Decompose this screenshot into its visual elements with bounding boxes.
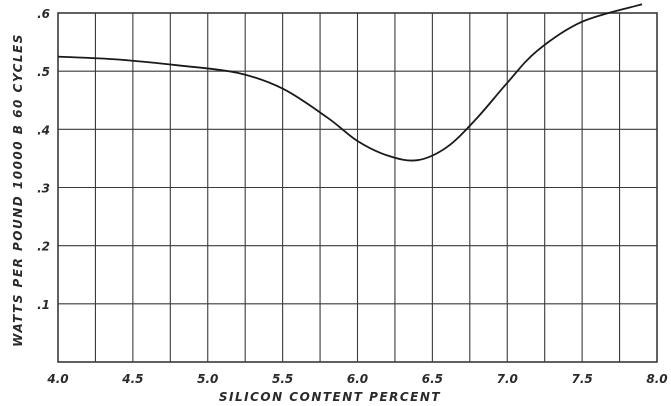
grid: [57, 12, 658, 363]
x-tick-label: 4.0: [46, 372, 68, 386]
series-line: [57, 3, 643, 162]
tick-labels: 4.0 4.5 5.0 5.5 6.0 6.5 7.0 7.5 8.0 .1 .2 .3 .4 .5 .6: [37, 7, 668, 386]
x-tick-label: 4.5: [121, 372, 143, 386]
x-tick-label: 7.5: [571, 372, 592, 386]
x-tick-label: 8.0: [646, 372, 667, 386]
x-axis-label: SILICON CONTENT PERCENT: [219, 390, 441, 404]
y-tick-label: .3: [37, 182, 50, 196]
x-tick-label: 5.5: [272, 372, 293, 386]
y-tick-label: .1: [37, 298, 50, 312]
x-tick-label: 6.0: [347, 372, 368, 386]
x-tick-label: 5.0: [197, 372, 218, 386]
x-tick-label: 7.0: [497, 372, 518, 386]
y-tick-label: .5: [37, 65, 50, 79]
y-tick-label: .6: [37, 7, 50, 21]
x-tick-label: 6.5: [422, 372, 443, 386]
y-tick-label: .4: [37, 123, 50, 137]
y-tick-label: .2: [37, 240, 50, 254]
y-axis-label: WATTS PER POUND 10000 B 60 CYCLES: [11, 33, 25, 347]
data-line-layer: [57, 3, 643, 162]
